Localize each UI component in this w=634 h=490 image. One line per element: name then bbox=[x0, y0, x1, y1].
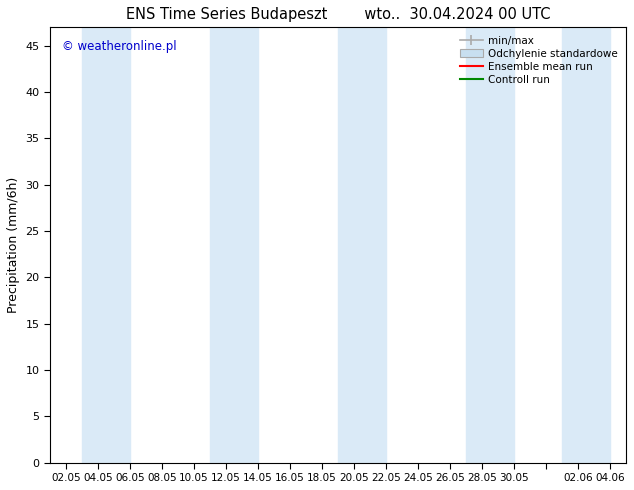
Bar bbox=[210, 27, 258, 463]
Bar bbox=[562, 27, 610, 463]
Legend: min/max, Odchylenie standardowe, Ensemble mean run, Controll run: min/max, Odchylenie standardowe, Ensembl… bbox=[456, 32, 621, 88]
Title: ENS Time Series Budapeszt        wto..  30.04.2024 00 UTC: ENS Time Series Budapeszt wto.. 30.04.20… bbox=[126, 7, 550, 22]
Bar bbox=[466, 27, 514, 463]
Text: © weatheronline.pl: © weatheronline.pl bbox=[61, 40, 176, 53]
Bar bbox=[338, 27, 386, 463]
Bar bbox=[82, 27, 130, 463]
Y-axis label: Precipitation (mm/6h): Precipitation (mm/6h) bbox=[7, 177, 20, 313]
